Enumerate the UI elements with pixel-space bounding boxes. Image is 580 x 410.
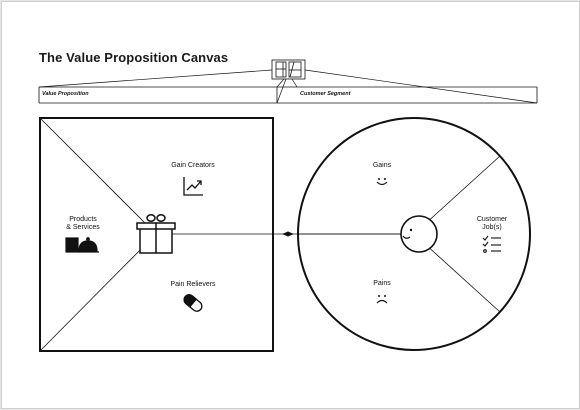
- products-services-label: Products & Services: [53, 216, 113, 232]
- customer-face-icon: [400, 215, 438, 253]
- section-label-customer-segment: Customer Segment: [300, 91, 351, 97]
- connector-lines: [38, 69, 538, 104]
- customer-jobs-label-line2: Job(s): [482, 224, 502, 231]
- canvas-logo-icon: [271, 59, 306, 80]
- product-box-and-cloche-icon: [65, 237, 99, 253]
- checklist-icon: [482, 235, 501, 253]
- gain-creators-label: Gain Creators: [171, 162, 215, 169]
- trending-chart-icon: [183, 177, 203, 196]
- products-services-label-line1: Products: [69, 216, 97, 223]
- value-map-square: [39, 117, 274, 352]
- pill-icon: [183, 294, 203, 312]
- page-title: The Value Proposition Canvas: [39, 50, 229, 65]
- frowny-face-icon: [376, 295, 388, 304]
- pains-label: Pains: [373, 280, 391, 287]
- products-services-label-line2: & Services: [66, 224, 100, 231]
- customer-jobs-label: Customer Job(s): [467, 216, 517, 232]
- customer-jobs-label-line1: Customer: [476, 216, 508, 223]
- section-label-value-proposition: Value Proposition: [42, 91, 89, 97]
- header-bars: [38, 86, 538, 104]
- gift-icon: [136, 214, 176, 254]
- smiley-face-icon: [376, 178, 388, 186]
- pain-relievers-label: Pain Relievers: [170, 281, 216, 288]
- gains-label: Gains: [372, 162, 392, 169]
